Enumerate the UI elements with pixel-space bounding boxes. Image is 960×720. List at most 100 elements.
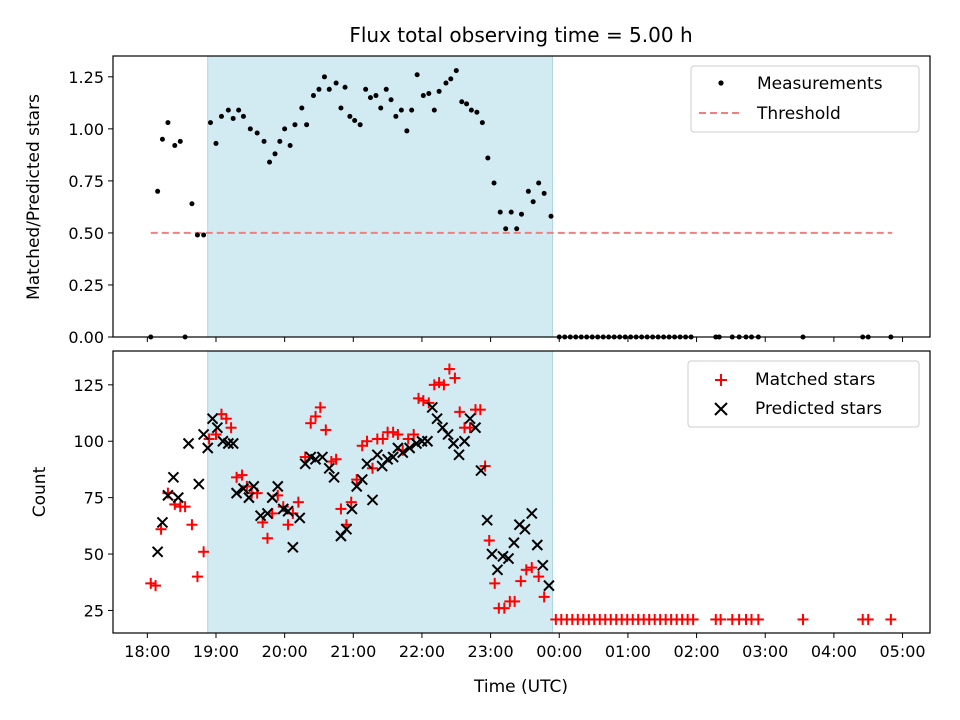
data-point [447, 437, 460, 450]
bottom-shaded-region [207, 350, 553, 634]
data-point [261, 507, 274, 520]
data-point [373, 93, 379, 99]
data-point [314, 401, 326, 413]
bottom-y-tick-label: 100 [73, 432, 104, 451]
data-point [537, 559, 549, 572]
data-point [485, 155, 491, 161]
data-point [304, 122, 310, 128]
data-point [321, 74, 327, 80]
data-point [520, 564, 532, 576]
data-point [145, 577, 157, 589]
data-point [363, 86, 369, 92]
data-point [299, 105, 305, 111]
top-y-tick-label: 0.00 [68, 328, 104, 347]
data-point [272, 151, 278, 157]
series-predicted-stars [151, 401, 555, 592]
data-point [464, 412, 476, 425]
data-point [151, 546, 164, 558]
data-point [155, 523, 167, 535]
x-tick-label: 23:00 [468, 642, 514, 661]
data-point [514, 226, 520, 232]
data-point [310, 410, 322, 422]
data-point [515, 575, 527, 587]
data-point [328, 471, 340, 484]
top-legend-box [690, 65, 920, 133]
data-point [191, 571, 203, 583]
data-point [420, 93, 426, 99]
data-point [366, 494, 379, 506]
data-point [453, 68, 459, 74]
x-tick-label: 18:00 [124, 642, 170, 661]
data-point [433, 377, 445, 389]
data-point [287, 541, 299, 553]
data-point [194, 232, 200, 238]
x-tick-label: 04:00 [811, 642, 857, 661]
x-tick-label: 19:00 [193, 642, 239, 661]
data-point [287, 143, 293, 149]
data-point [292, 496, 304, 508]
top-y-tick-label: 0.50 [68, 224, 104, 243]
top-y-tick-label: 1.00 [68, 120, 104, 139]
data-point [414, 72, 420, 78]
data-point [261, 532, 273, 544]
data-point [428, 379, 440, 391]
data-point [464, 101, 470, 107]
data-point [165, 120, 171, 126]
data-point [481, 514, 493, 526]
data-point [243, 491, 255, 504]
data-point [210, 428, 222, 440]
data-point [179, 501, 191, 513]
data-point [316, 451, 329, 463]
data-point [282, 505, 294, 517]
data-point [320, 424, 332, 436]
bottom-y-tick-label: 50 [84, 545, 104, 564]
data-point [403, 442, 416, 454]
data-point [543, 579, 555, 592]
data-point [272, 480, 284, 493]
data-point [213, 140, 219, 146]
data-point [442, 428, 454, 441]
x-tick-label: 02:00 [674, 642, 720, 661]
data-point [388, 97, 394, 103]
data-point [172, 143, 178, 149]
top-y-tick-label: 0.75 [68, 172, 104, 191]
bottom-y-tick-label: 125 [73, 376, 104, 395]
data-point [282, 519, 294, 531]
data-point [508, 537, 520, 549]
data-point [378, 105, 384, 111]
data-point [261, 138, 267, 144]
data-point [240, 113, 246, 119]
data-point [193, 478, 205, 490]
top-plot-frame [112, 55, 931, 338]
data-point [454, 406, 466, 418]
x-tick-label: 20:00 [262, 642, 308, 661]
top-points [148, 68, 894, 340]
data-point [483, 535, 495, 547]
data-point [218, 113, 224, 119]
data-point [182, 437, 195, 450]
bottom-y-tick-label: 75 [84, 489, 104, 508]
data-point [502, 552, 515, 565]
data-point [797, 613, 809, 625]
data-point [469, 421, 482, 434]
data-point [198, 546, 210, 558]
data-point [519, 211, 524, 217]
data-point [299, 451, 311, 463]
data-point [189, 201, 195, 207]
data-point [459, 99, 465, 105]
data-point [159, 136, 165, 142]
data-point [398, 107, 404, 113]
data-point [443, 363, 455, 375]
legend-threshold-label: Threshold [756, 104, 841, 124]
chart-title: Flux total observing time = 5.00 h [349, 23, 692, 47]
data-point [404, 128, 410, 134]
data-point [186, 519, 198, 531]
data-point [519, 523, 531, 535]
data-point [230, 487, 243, 499]
data-point [526, 562, 538, 574]
data-point [409, 107, 415, 113]
data-point [431, 107, 437, 113]
data-point [211, 421, 224, 434]
data-point [715, 613, 727, 625]
data-point [236, 107, 242, 113]
